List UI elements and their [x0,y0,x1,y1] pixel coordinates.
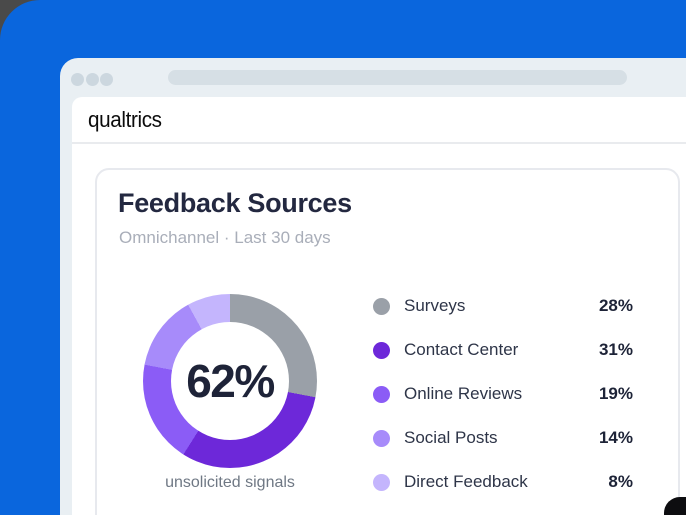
legend-value: 19% [598,384,633,403]
legend-item: Online Reviews 19% [373,372,633,416]
legend-value: 31% [598,340,633,359]
address-bar [168,70,627,85]
legend-value: 14% [598,428,633,447]
legend-item: Direct Feedback 8% [373,460,633,504]
legend-item: Surveys 28% [373,284,633,328]
legend-label: Surveys [404,296,466,315]
panel-content: Feedback Sources Omnichannel · Last 30 d… [72,144,686,515]
brand-logo: qualtrics [88,106,162,132]
legend-label: Contact Center [404,340,519,359]
chart-legend: Surveys 28% Contact Center 31% Online Review… [373,284,633,504]
legend-label: Direct Feedback [404,472,528,491]
window-control-dot [100,73,113,86]
toolbar: qualtrics [72,97,686,144]
card-title: Feedback Sources [118,188,352,218]
browser-window: qualtrics Feedback Sources Omnichannel ·… [60,58,686,515]
legend-dot [373,385,390,403]
legend-item: Social Posts 14% [373,416,633,460]
legend-value: 28% [598,296,633,315]
legend-value: 8% [608,472,633,491]
window-control-dot [71,73,84,86]
donut-center-value: 62% [186,355,275,407]
donut-hole: 62% [171,322,289,440]
legend-dot [373,473,390,491]
card-subtitle: Omnichannel · Last 30 days [119,228,331,247]
chart-caption: unsolicited signals [165,474,295,491]
legend-dot [373,429,390,447]
black-corner-accent [664,497,686,515]
legend-item: Contact Center 31% [373,328,633,372]
legend-label: Online Reviews [404,384,523,403]
donut-chart-wrap: 62% [143,294,317,468]
window-control-dot [85,73,99,86]
legend-label: Social Posts [404,428,498,447]
window-controls [71,73,113,86]
browser-panel: qualtrics Feedback Sources Omnichannel ·… [72,97,686,515]
legend-dot [373,297,390,315]
legend-dot [373,341,390,359]
feedback-card: Feedback Sources Omnichannel · Last 30 d… [95,168,680,515]
